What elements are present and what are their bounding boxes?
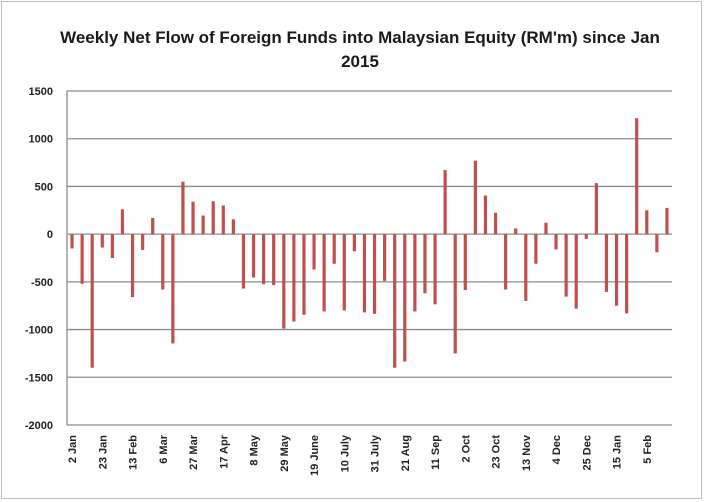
bar — [403, 234, 407, 362]
chart-title: Weekly Net Flow of Foreign Funds into Ma… — [60, 28, 660, 71]
bar — [372, 234, 377, 314]
bar — [130, 234, 135, 298]
bar — [262, 234, 266, 285]
y-tick-label: 0 — [47, 229, 53, 241]
x-tick-label: 4 Dec — [551, 435, 563, 464]
bar — [181, 181, 185, 235]
bar — [362, 234, 367, 313]
bar — [272, 234, 276, 286]
bar — [594, 183, 598, 235]
bar — [141, 234, 145, 250]
bar — [655, 234, 659, 253]
bar — [413, 234, 417, 312]
x-tick-label: 2 Jan — [67, 435, 79, 463]
bar — [231, 219, 235, 235]
bar — [574, 234, 578, 309]
bar — [251, 234, 256, 278]
x-tick-label: 8 May — [249, 434, 261, 465]
y-tick-label: -500 — [31, 277, 53, 289]
x-tick-label: 31 July — [370, 434, 382, 472]
y-tick-label: 1500 — [29, 86, 53, 98]
bar — [110, 234, 114, 258]
bar — [584, 234, 588, 239]
x-tick-label: 6 Mar — [158, 434, 170, 463]
y-tick-label: -1500 — [25, 372, 53, 384]
x-tick-label: 5 Feb — [642, 435, 654, 464]
x-tick-label: 2 Oct — [460, 435, 472, 463]
bar — [191, 201, 195, 235]
bar — [322, 234, 326, 312]
bar — [423, 234, 427, 294]
bar — [534, 234, 538, 264]
y-tick-label: 1000 — [29, 134, 53, 146]
bar — [151, 217, 155, 235]
bar — [614, 234, 619, 306]
bar — [70, 234, 74, 249]
bar — [483, 195, 488, 235]
x-tick-label: 10 July — [339, 434, 351, 472]
y-tick-label: -1000 — [25, 325, 53, 337]
bar — [332, 234, 336, 264]
bar — [120, 209, 125, 235]
bar — [241, 234, 246, 289]
bar — [352, 234, 356, 252]
bar — [292, 234, 296, 322]
bar — [504, 234, 508, 290]
bar — [282, 234, 286, 329]
bar — [604, 234, 609, 292]
bar — [645, 210, 649, 235]
bar — [433, 234, 437, 305]
bar — [393, 234, 397, 368]
x-tick-label: 13 Nov — [521, 434, 533, 471]
bar — [635, 118, 639, 235]
bar — [100, 234, 104, 248]
bar — [625, 234, 629, 314]
bar — [493, 212, 498, 235]
bar — [453, 234, 457, 354]
x-tick-label: 19 June — [309, 435, 321, 476]
bar — [544, 222, 548, 235]
bar — [171, 234, 175, 344]
x-tick-label: 15 Jan — [612, 435, 624, 470]
bar — [302, 234, 306, 315]
bar — [665, 207, 669, 235]
bar — [221, 205, 225, 235]
x-tick-label: 27 Mar — [188, 434, 200, 470]
x-tick-label: 21 Aug — [400, 435, 412, 471]
x-tick-label: 23 Jan — [97, 435, 109, 470]
bar — [564, 234, 568, 297]
x-tick-label: 17 Apr — [218, 434, 230, 469]
y-tick-label: 500 — [35, 181, 53, 193]
bar — [90, 234, 94, 368]
bar — [463, 234, 467, 290]
y-tick-label: -2000 — [25, 420, 53, 432]
bar — [161, 234, 165, 290]
x-tick-label: 11 Sep — [430, 435, 442, 470]
x-tick-label: 29 May — [279, 434, 291, 472]
bar — [211, 201, 215, 235]
bar — [443, 170, 447, 235]
bar — [80, 234, 84, 284]
bar — [514, 228, 518, 235]
bar — [383, 234, 387, 281]
bar — [342, 234, 346, 311]
bar — [201, 215, 205, 235]
x-tick-label: 25 Dec — [581, 435, 593, 470]
x-tick-label: 23 Oct — [491, 435, 503, 469]
bar — [312, 234, 316, 270]
bar — [473, 160, 477, 235]
bar — [524, 234, 528, 301]
bar — [554, 234, 558, 250]
x-tick-label: 13 Feb — [128, 435, 140, 470]
